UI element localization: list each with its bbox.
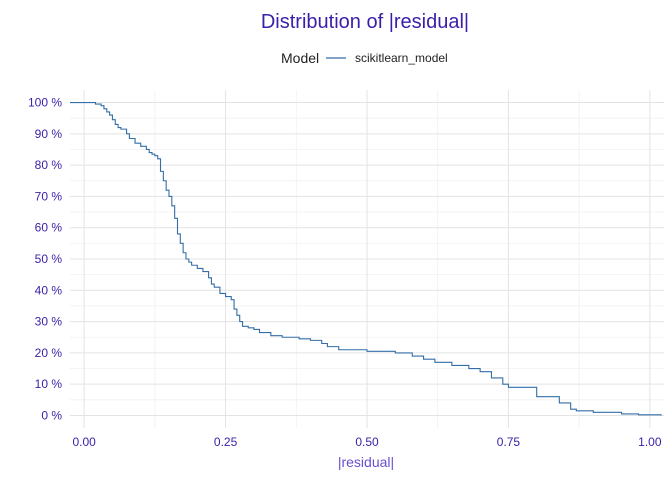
series-layer [70, 101, 662, 416]
chart-title: Distribution of |residual| [261, 11, 469, 33]
y-axis-ticks: 0 % 10 % 20 % 30 % 40 % 50 % 60 % 70 % 80 % 90 % 1… [28, 96, 62, 423]
legend-label-scikitlearn-model: scikitlearn_model [355, 51, 448, 65]
y-tick-label: 50 % [35, 252, 63, 266]
y-tick-label: 30 % [35, 315, 63, 329]
y-tick-label: 40 % [35, 283, 63, 297]
y-tick-label: 90 % [35, 127, 63, 141]
y-tick-label: 100 % [28, 96, 62, 110]
y-tick-label: 10 % [35, 377, 63, 391]
series-line-scikitlearn-model [70, 101, 662, 416]
y-tick-label: 70 % [35, 189, 63, 203]
y-tick-label: 0 % [41, 408, 62, 422]
x-tick-label: 0.00 [72, 435, 96, 449]
legend: Model scikitlearn_model [281, 50, 448, 66]
x-tick-label: 0.50 [355, 435, 379, 449]
grid-major [70, 90, 664, 428]
y-tick-label: 20 % [35, 346, 63, 360]
x-tick-label: 0.75 [497, 435, 521, 449]
y-tick-label: 60 % [35, 221, 63, 235]
x-axis-title: |residual| [338, 454, 394, 470]
legend-title: Model [281, 50, 319, 66]
x-tick-label: 1.00 [638, 435, 662, 449]
x-tick-label: 0.25 [214, 435, 238, 449]
y-tick-label: 80 % [35, 158, 63, 172]
x-axis-ticks: 0.00 0.25 0.50 0.75 1.00 [72, 435, 661, 449]
